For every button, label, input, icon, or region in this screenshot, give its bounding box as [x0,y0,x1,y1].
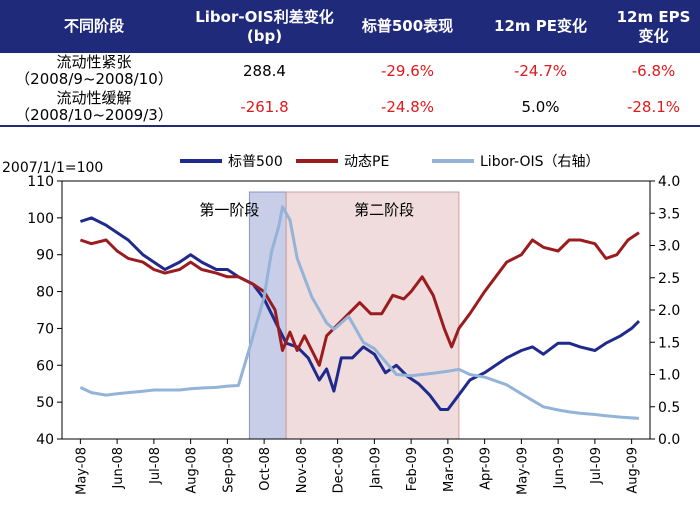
x-tick-label-Feb-09: Feb-09 [405,447,420,491]
right-tick-label-2.0: 2.0 [658,303,680,319]
x-tick-label-Dec-08: Dec-08 [332,447,347,493]
x-tick-label-Aug-09: Aug-09 [626,447,641,494]
left-tick-label-100: 100 [27,211,54,227]
x-tick-label-May-08: May-08 [74,447,89,495]
row-liquidity-ease: 流动性缓解 （2008/10~2009/3） -261.8 -24.8% 5.0… [0,89,700,127]
cell-tight-pe: -24.7% [513,61,568,80]
pe-line [79,231,640,367]
right-tick-label-2.5: 2.5 [658,271,680,287]
line-chart: 第一阶段 第二阶段 40 50 60 70 80 90 100 110 0.0 0.5 1.0 1.5 2… [2,154,680,495]
header-sp500-performance: 标普500表现 [341,0,474,53]
left-tick-label-70: 70 [36,321,54,337]
summary-table: 不同阶段 Libor-OIS利差变化 (bp) 标普500表现 12m PE变化… [0,0,700,127]
sp500-line [79,216,641,411]
index-note: 2007/1/1=100 [2,160,103,176]
x-tick-label-Apr-09: Apr-09 [479,447,494,490]
x-tick-label-Aug-08: Aug-08 [185,447,200,494]
left-tick-label-110: 110 [27,174,54,190]
phase-band-1 [248,191,287,440]
header-libor-change: Libor-OIS利差变化 (bp) [188,0,341,53]
left-tick-label-60: 60 [36,358,54,374]
phase-bands: 第一阶段 第二阶段 [199,191,460,440]
header-stage: 不同阶段 [0,0,188,53]
legend-label-libor-ois-line: Libor-OIS（右轴） [480,154,599,170]
left-tick-label-50: 50 [36,395,54,411]
right-tick-label-3.0: 3.0 [658,239,680,255]
row-label-ease: 流动性缓解 （2008/10~2009/3） [0,89,188,127]
legend-label-pe-line: 动态PE [344,154,389,170]
x-tick-label-Oct-08: Oct-08 [258,447,273,491]
row-label-tight-line2: （2008/9~2008/10） [15,70,173,88]
axes: 40 50 60 70 80 90 100 110 0.0 0.5 1.0 1.5 2.0 2.5 3.0 3… [27,174,680,495]
cell-ease-libor: -261.8 [188,89,341,127]
right-tick-label-3.5: 3.5 [658,206,680,222]
cell-ease-eps: -28.1% [607,89,700,127]
row-liquidity-tight: 流动性紧张 （2008/9~2008/10） 288.4 -29.6% -24.… [0,53,700,89]
cell-tight-sp500: -29.6% [380,61,435,80]
left-tick-label-90: 90 [36,248,54,264]
x-tick-label-May-09: May-09 [515,447,530,495]
header-pe-change: 12m PE变化 [474,0,607,53]
x-tick-label-Jul-09: Jul-09 [589,447,604,485]
left-tick-label-80: 80 [36,285,54,301]
cell-ease-pe: 5.0% [474,89,607,127]
legend-label-sp500-line: 标普500 [228,154,283,170]
x-tick-label-Jan-09: Jan-09 [368,447,383,489]
legend: 标普500 动态PE Libor-OIS（右轴） [180,154,599,170]
phase-label-2: 第二阶段 [354,201,414,219]
header-eps-change: 12m EPS 变化 [607,0,700,53]
right-tick-label-0.5: 0.5 [658,400,680,416]
x-tick-label-Jun-08: Jun-08 [111,447,126,490]
libor-ois-line [79,205,640,420]
cell-tight-eps: -6.8% [631,61,676,80]
summary-header-row: 不同阶段 Libor-OIS利差变化 (bp) 标普500表现 12m PE变化… [0,0,700,53]
right-tick-label-1.5: 1.5 [658,335,680,351]
cell-ease-sp500: -24.8% [341,89,474,127]
x-tick-label-Sep-08: Sep-08 [221,447,236,493]
series-lines [79,205,641,420]
right-tick-label-1.0: 1.0 [658,368,680,384]
row-label-tight-line1: 流动性紧张 [56,53,132,71]
row-label-ease-line1: 流动性缓解 [56,89,132,107]
cell-tight-libor: 288.4 [243,61,286,80]
right-tick-label-4.0: 4.0 [658,174,680,190]
left-tick-label-40: 40 [36,432,54,448]
x-tick-label-Mar-09: Mar-09 [442,447,457,492]
x-tick-label-Jul-08: Jul-08 [148,447,163,485]
row-label-ease-line2: （2008/10~2009/3） [15,106,173,124]
right-tick-label-0.0: 0.0 [658,432,680,448]
row-label-tight: 流动性紧张 （2008/9~2008/10） [0,53,188,89]
x-tick-label-Jun-09: Jun-09 [552,447,567,490]
x-tick-label-Nov-08: Nov-08 [295,447,310,493]
phase-label-1: 第一阶段 [199,201,259,219]
